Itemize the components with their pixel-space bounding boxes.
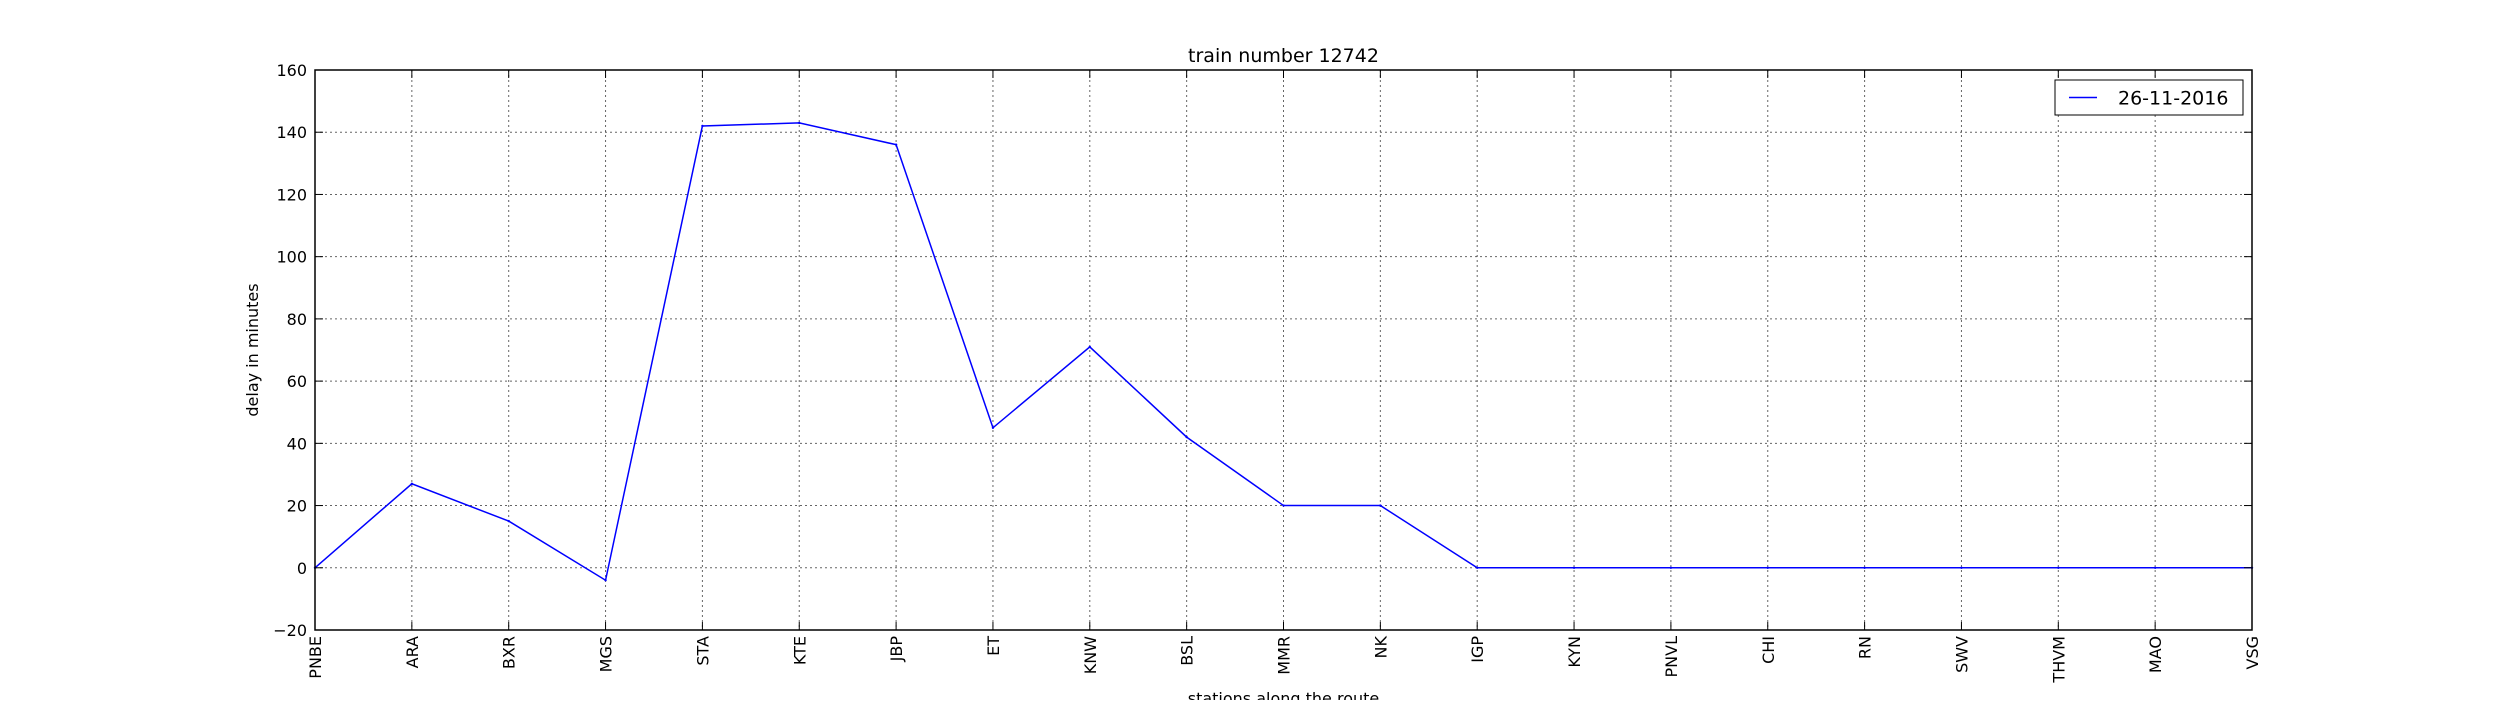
data-point xyxy=(1669,566,1673,569)
x-tick-label: MAO xyxy=(2146,636,2165,673)
x-tick-label: KNW xyxy=(1081,636,1100,674)
x-tick-label: STA xyxy=(693,636,712,666)
x-tick-label: IGP xyxy=(1468,636,1487,663)
grid xyxy=(314,69,2253,631)
data-point xyxy=(2153,566,2157,569)
data-point xyxy=(1185,435,1188,439)
data-point xyxy=(1572,566,1576,569)
x-tick-label: BSL xyxy=(1178,636,1197,666)
series-layer xyxy=(313,121,2254,582)
ticks: −20 0 20 40 60 80 100 120 140 160 PNBE ARA BXR MGS STA… xyxy=(273,61,2262,684)
data-point xyxy=(1476,566,1479,569)
x-tick-label: RN xyxy=(1856,636,1875,659)
data-point xyxy=(1863,566,1866,569)
data-point xyxy=(991,426,995,429)
y-tick-label: 40 xyxy=(287,434,307,453)
data-point xyxy=(2057,566,2060,569)
data-point xyxy=(1282,504,1285,507)
data-point xyxy=(1766,566,1769,569)
chart-title: train number 12742 xyxy=(1188,45,1379,67)
x-tick-label: JBP xyxy=(887,636,906,663)
x-tick-label: CHI xyxy=(1759,636,1778,664)
y-tick-label: 160 xyxy=(276,61,307,80)
y-tick-label: 120 xyxy=(276,185,307,204)
data-point xyxy=(604,579,607,582)
x-tick-label: BXR xyxy=(500,636,519,669)
x-tick-label: PNBE xyxy=(306,636,325,679)
y-tick-label: 100 xyxy=(276,248,307,267)
data-point xyxy=(894,143,898,146)
y-tick-label: 60 xyxy=(287,372,307,391)
data-point xyxy=(507,519,510,523)
data-point xyxy=(1960,566,1963,569)
data-point xyxy=(701,124,704,128)
x-tick-label: MGS xyxy=(597,636,616,672)
x-tick-label: THVM xyxy=(2049,636,2068,684)
x-tick-label: KTE xyxy=(790,636,809,665)
x-tick-label: MMR xyxy=(1275,636,1294,675)
y-tick-label: −20 xyxy=(273,621,307,640)
x-tick-label: VSG xyxy=(2243,636,2262,670)
x-tick-label: SWV xyxy=(1952,636,1971,673)
data-point xyxy=(1379,504,1382,507)
data-point xyxy=(410,482,414,485)
y-tick-label: 0 xyxy=(297,559,307,578)
x-tick-label: PNVL xyxy=(1662,636,1681,678)
legend: 26-11-2016 xyxy=(2054,79,2244,116)
x-tick-label: NK xyxy=(1371,636,1390,659)
legend-label: 26-11-2016 xyxy=(2118,88,2228,110)
x-tick-label: KYN xyxy=(1565,636,1584,668)
data-point xyxy=(1088,345,1092,349)
data-point xyxy=(798,121,801,125)
y-tick-label: 140 xyxy=(276,123,307,142)
x-tick-label: ARA xyxy=(403,636,422,668)
x-tick-label: ET xyxy=(984,636,1003,656)
y-tick-label: 20 xyxy=(287,497,307,516)
x-axis-label: stations along the route xyxy=(1188,689,1380,700)
y-tick-label: 80 xyxy=(287,310,307,329)
y-axis-label: delay in minutes xyxy=(243,283,262,416)
